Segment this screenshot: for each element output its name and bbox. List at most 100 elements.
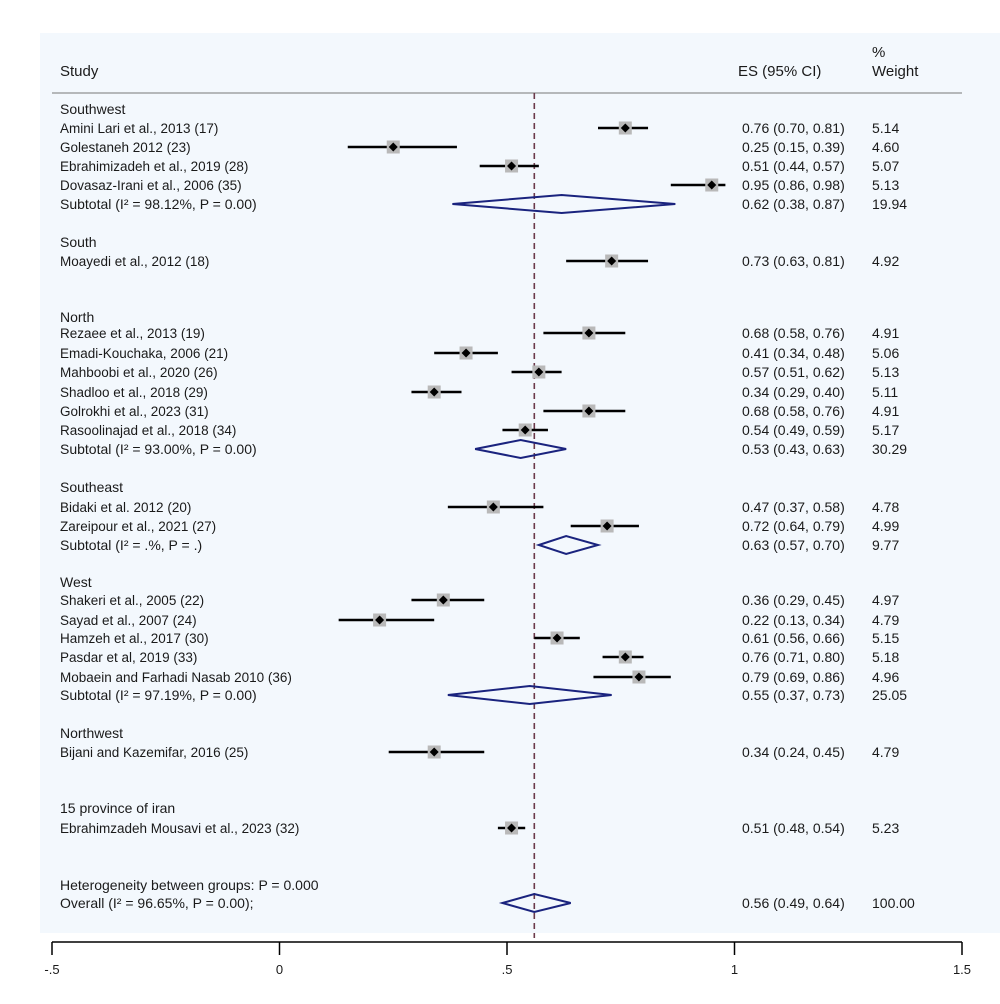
weight-value: 5.17 (872, 422, 899, 438)
weight-value: 5.14 (872, 120, 899, 136)
group-label: 15 province of iran (60, 800, 175, 816)
study-label: Ebrahimzadeh Mousavi et al., 2023 (32) (60, 821, 299, 836)
weight-value: 30.29 (872, 441, 907, 457)
weight-value: 4.91 (872, 403, 899, 419)
point-estimate (375, 615, 385, 625)
study-label: Rasoolinajad et al., 2018 (34) (60, 423, 236, 438)
weight-value: 100.00 (872, 895, 915, 911)
study-label: Rezaee et al., 2013 (19) (60, 326, 205, 341)
group-label: Northwest (60, 725, 123, 741)
es-ci-value: 0.34 (0.29, 0.40) (742, 384, 845, 400)
study-label: Pasdar et al, 2019 (33) (60, 650, 197, 665)
es-ci-value: 0.53 (0.43, 0.63) (742, 441, 845, 457)
x-tick-label: .5 (502, 962, 513, 977)
x-tick-label: 1 (731, 962, 738, 977)
plot-area (40, 33, 1000, 933)
study-label: Golestaneh 2012 (23) (60, 140, 191, 155)
group-label: West (60, 574, 92, 590)
group-label: South (60, 234, 97, 250)
weight-value: 5.23 (872, 820, 899, 836)
es-ci-value: 0.61 (0.56, 0.66) (742, 630, 845, 646)
weight-value: 5.18 (872, 649, 899, 665)
weight-value: 19.94 (872, 196, 907, 212)
study-label: Golrokhi et al., 2023 (31) (60, 404, 209, 419)
es-ci-value: 0.72 (0.64, 0.79) (742, 518, 845, 534)
weight-value: 4.79 (872, 612, 899, 628)
weight-value: 4.92 (872, 253, 899, 269)
study-label: Zareipour et al., 2021 (27) (60, 519, 216, 534)
weight-value: 5.13 (872, 177, 899, 193)
point-estimate (584, 328, 594, 338)
weight-value: 5.11 (872, 384, 898, 400)
study-label: Moayedi et al., 2012 (18) (60, 254, 209, 269)
study-label: Mahboobi et al., 2020 (26) (60, 365, 218, 380)
x-tick-label: -.5 (44, 962, 59, 977)
es-ci-value: 0.73 (0.63, 0.81) (742, 253, 845, 269)
point-estimate (461, 348, 471, 358)
point-estimate (634, 672, 644, 682)
es-ci-value: 0.56 (0.49, 0.64) (742, 895, 845, 911)
subtotal-label: Subtotal (I² = 98.12%, P = 0.00) (60, 196, 257, 212)
study-label: Amini Lari et al., 2013 (17) (60, 121, 218, 136)
weight-value: 4.97 (872, 592, 899, 608)
group-label: Southeast (60, 479, 123, 495)
pooled-diamond (535, 534, 602, 556)
weight-value: 5.13 (872, 364, 899, 380)
es-ci-value: 0.76 (0.70, 0.81) (742, 120, 845, 136)
point-estimate (429, 387, 439, 397)
es-ci-value: 0.62 (0.38, 0.87) (742, 196, 845, 212)
point-estimate (620, 652, 630, 662)
point-estimate (429, 747, 439, 757)
point-estimate (534, 367, 544, 377)
pooled-diamond (474, 438, 567, 460)
column-header-percent: % (872, 44, 886, 61)
study-label: Hamzeh et al., 2017 (30) (60, 631, 209, 646)
es-ci-value: 0.41 (0.34, 0.48) (742, 345, 845, 361)
weight-value: 4.99 (872, 518, 899, 534)
study-label: Bidaki et al. 2012 (20) (60, 500, 191, 515)
es-ci-value: 0.57 (0.51, 0.62) (742, 364, 845, 380)
weight-value: 5.15 (872, 630, 899, 646)
es-ci-value: 0.47 (0.37, 0.58) (742, 499, 845, 515)
es-ci-value: 0.55 (0.37, 0.73) (742, 687, 845, 703)
subtotal-label: Subtotal (I² = 93.00%, P = 0.00) (60, 441, 257, 457)
pooled-diamond (498, 892, 571, 914)
point-estimate (438, 595, 448, 605)
subtotal-label: Subtotal (I² = 97.19%, P = 0.00) (60, 687, 257, 703)
study-label: Sayad et al., 2007 (24) (60, 613, 197, 628)
weight-value: 4.78 (872, 499, 899, 515)
subtotal-label: Overall (I² = 96.65%, P = 0.00); (60, 895, 254, 911)
es-ci-value: 0.79 (0.69, 0.86) (742, 669, 845, 685)
point-estimate (488, 502, 498, 512)
column-header-es-ci: ES (95% CI) (738, 63, 822, 80)
point-estimate (707, 180, 717, 190)
study-label: Dovasaz-Irani et al., 2006 (35) (60, 178, 242, 193)
x-tick-label: 1.5 (953, 962, 971, 977)
es-ci-value: 0.76 (0.71, 0.80) (742, 649, 845, 665)
weight-value: 4.60 (872, 139, 899, 155)
group-label: Southwest (60, 101, 125, 117)
point-estimate (507, 161, 517, 171)
es-ci-value: 0.51 (0.44, 0.57) (742, 158, 845, 174)
weight-value: 25.05 (872, 687, 907, 703)
weight-value: 5.07 (872, 158, 899, 174)
weight-value: 4.91 (872, 325, 899, 341)
study-label: Bijani and Kazemifar, 2016 (25) (60, 745, 248, 760)
point-estimate (584, 406, 594, 416)
es-ci-value: 0.63 (0.57, 0.70) (742, 537, 845, 553)
es-ci-value: 0.95 (0.86, 0.98) (742, 177, 845, 193)
point-estimate (607, 256, 617, 266)
pooled-diamond (452, 193, 676, 215)
study-label: Shakeri et al., 2005 (22) (60, 593, 204, 608)
study-label: Ebrahimizadeh et al., 2019 (28) (60, 159, 248, 174)
pooled-diamond (447, 684, 612, 706)
column-header-study: Study (60, 63, 99, 80)
weight-value: 4.96 (872, 669, 899, 685)
point-estimate (520, 425, 530, 435)
point-estimate (552, 633, 562, 643)
es-ci-value: 0.34 (0.24, 0.45) (742, 744, 845, 760)
study-label: Emadi-Kouchaka, 2006 (21) (60, 346, 228, 361)
point-estimate (602, 521, 612, 531)
weight-value: 9.77 (872, 537, 899, 553)
